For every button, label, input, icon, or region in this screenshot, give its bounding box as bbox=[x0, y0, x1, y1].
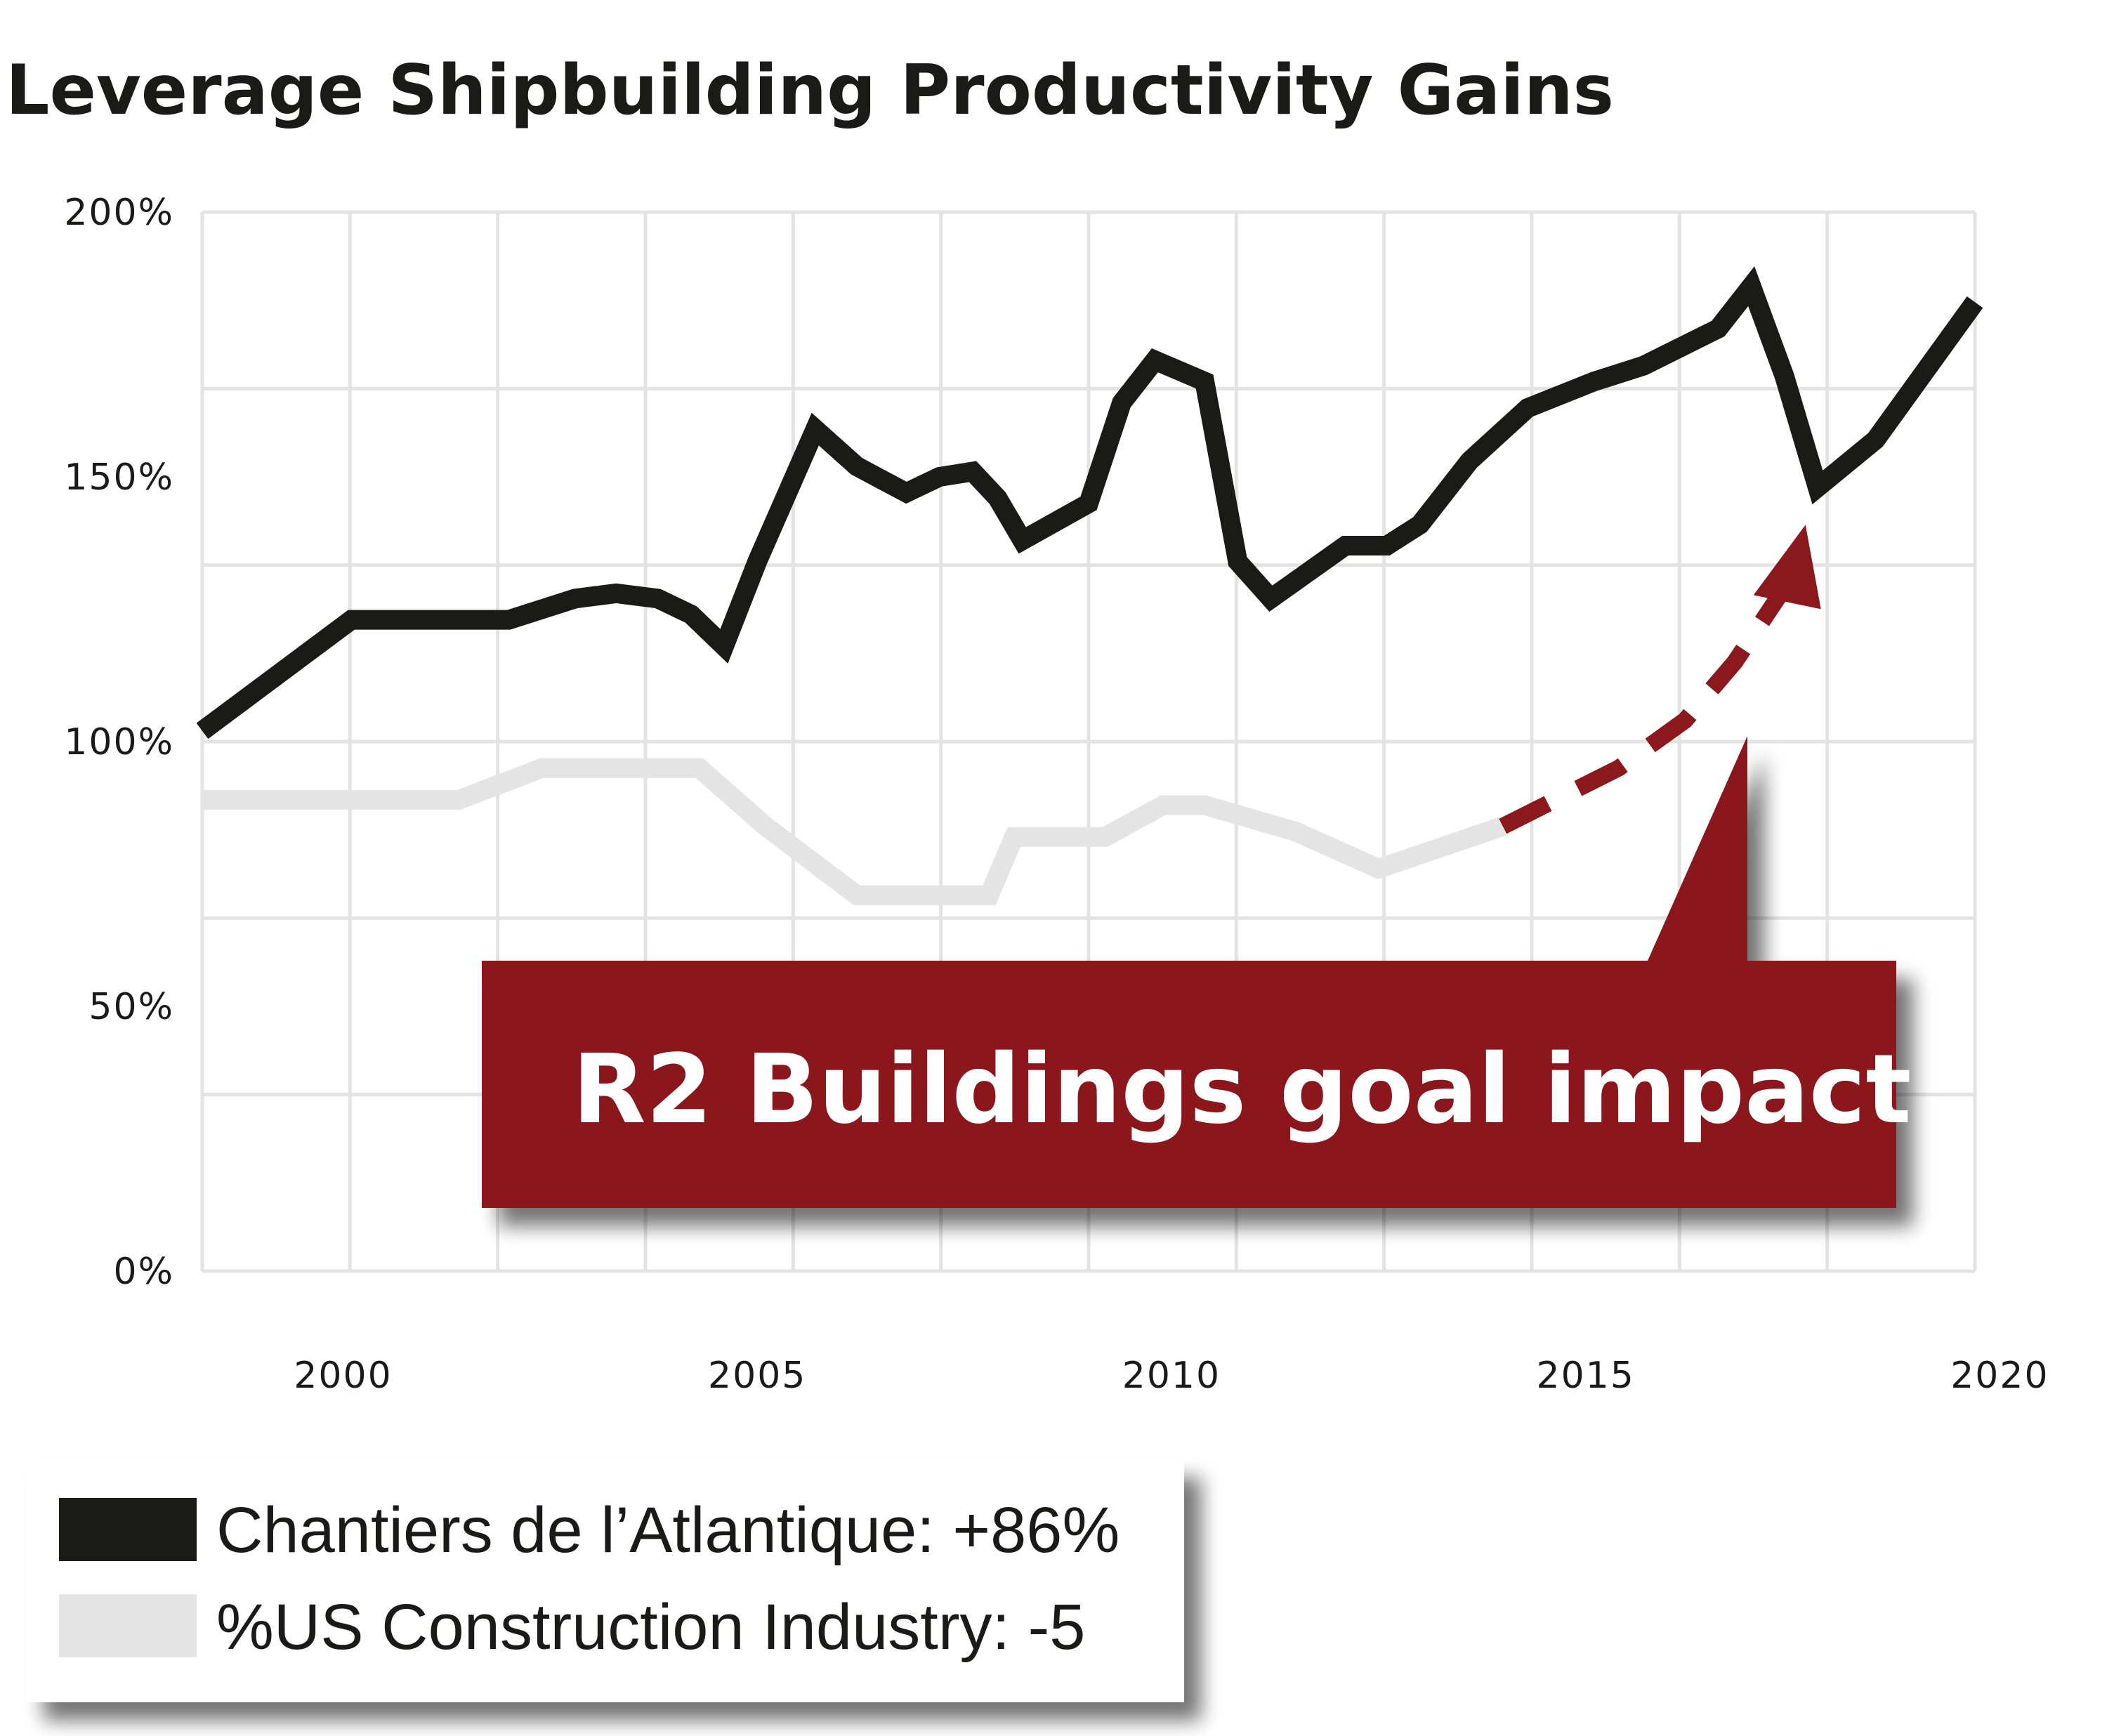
x-tick-label: 2015 bbox=[1536, 1355, 1634, 1397]
goal-impact-arrow bbox=[1499, 525, 1821, 834]
x-tick-label: 2000 bbox=[294, 1355, 392, 1397]
y-tick-label: 150% bbox=[64, 456, 174, 499]
x-axis-ticks: 2000 2005 2010 2015 2020 bbox=[294, 1355, 2049, 1397]
legend: Chantiers de l’Atlantique: +86% %US Cons… bbox=[27, 1459, 1184, 1702]
y-tick-label: 100% bbox=[64, 721, 174, 763]
y-axis-ticks: 0% 50% 100% 150% 200% bbox=[64, 192, 175, 1293]
y-tick-label: 0% bbox=[114, 1251, 175, 1293]
goal-impact-arrowhead bbox=[1753, 525, 1821, 610]
chart-title: Leverage Shipbuilding Productivity Gains bbox=[6, 51, 1614, 131]
x-tick-label: 2020 bbox=[1950, 1355, 2049, 1397]
series-lines bbox=[196, 266, 1983, 905]
legend-swatch-us-construction bbox=[59, 1594, 197, 1657]
callout-label: R2 Buildings goal impact bbox=[572, 1034, 1911, 1145]
legend-label-chantiers: Chantiers de l’Atlantique: +86% bbox=[216, 1494, 1120, 1566]
callout bbox=[482, 736, 1896, 1208]
callout-box bbox=[482, 736, 1896, 1208]
y-tick-label: 200% bbox=[64, 192, 174, 234]
legend-label-us-construction: %US Construction Industry: -5 bbox=[216, 1591, 1085, 1663]
series-line-chantiers bbox=[196, 266, 1983, 739]
legend-swatch-chantiers bbox=[59, 1498, 197, 1561]
series-line-us-construction bbox=[202, 758, 1506, 905]
x-tick-label: 2005 bbox=[708, 1355, 806, 1397]
x-tick-label: 2010 bbox=[1122, 1355, 1221, 1397]
goal-impact-arrow-line bbox=[1499, 583, 1792, 834]
y-tick-label: 50% bbox=[88, 986, 174, 1028]
legend-box bbox=[27, 1459, 1184, 1702]
